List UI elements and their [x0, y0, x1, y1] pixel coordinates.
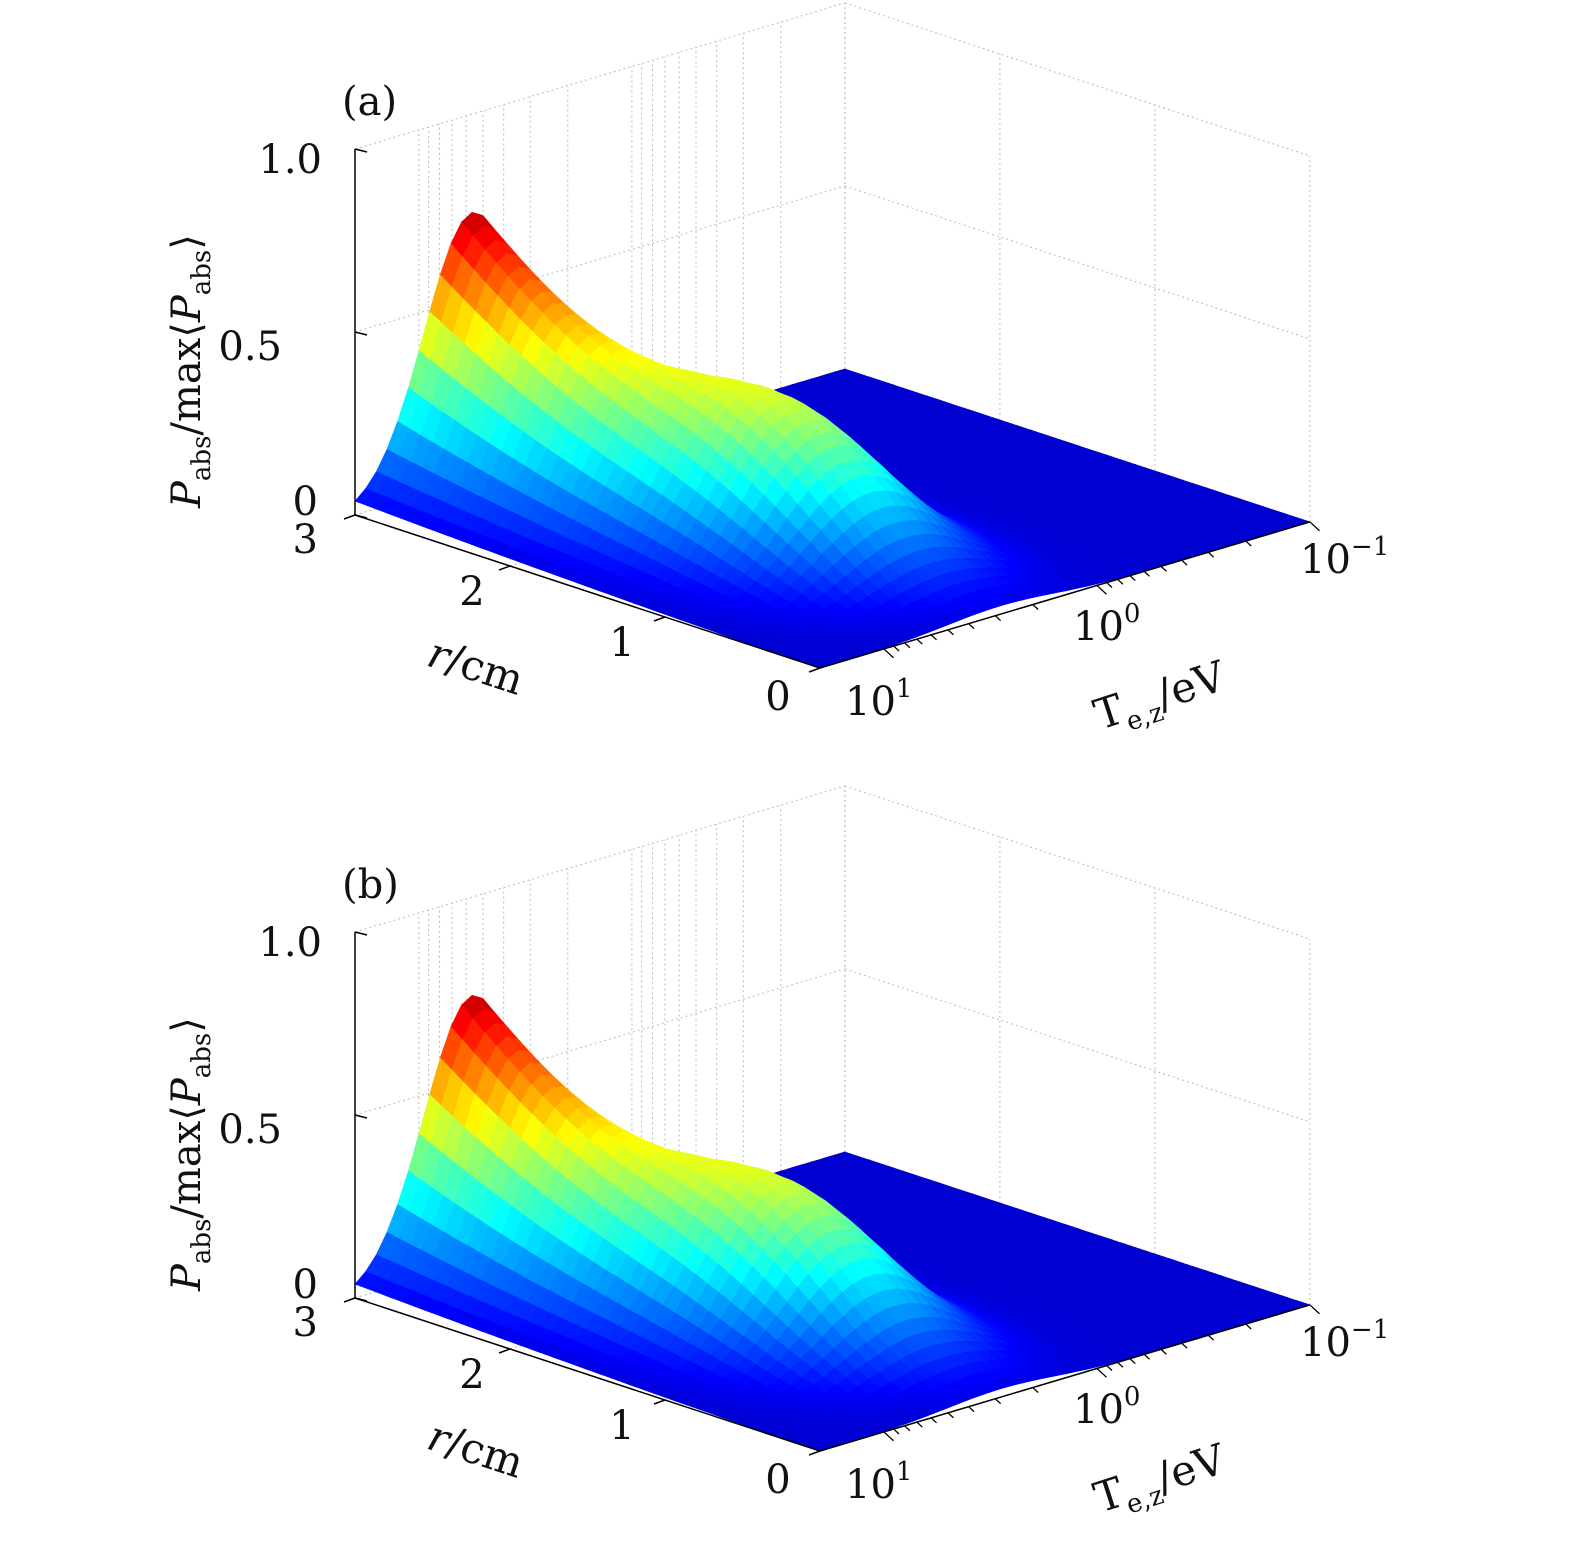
grid-line	[844, 185, 1311, 340]
t-tick	[1309, 1304, 1320, 1315]
r-tick-label: 1	[609, 620, 634, 666]
z-tick	[354, 514, 368, 519]
t-tick	[916, 1421, 923, 1428]
t-tick	[1032, 604, 1039, 610]
t-tick	[1106, 582, 1113, 588]
t-tick-label: 101	[845, 674, 912, 725]
t-tick-label: 100	[1073, 599, 1140, 650]
z-tick-label: 0.5	[218, 324, 282, 370]
t-tick	[1143, 1353, 1150, 1360]
plot-canvas-a: (a) 0.5 1.0 0 3 2 1 0 101 100 10−1 Pabs/…	[164, 2, 1389, 746]
t-tick	[1207, 1334, 1215, 1341]
panel-label: (a)	[342, 79, 397, 125]
r-tick-label: 0	[765, 1457, 790, 1503]
t-tick	[1309, 521, 1320, 532]
grid-line	[354, 785, 846, 933]
t-tick	[1129, 1358, 1136, 1365]
t-tick-label: 10−1	[1300, 1315, 1389, 1366]
t-tick	[1160, 565, 1167, 572]
r-tick-label: 1	[609, 1403, 634, 1449]
t-tick	[1117, 1361, 1124, 1368]
t-tick	[893, 1428, 900, 1435]
axes	[343, 148, 1320, 673]
axes	[343, 931, 1320, 1456]
t-tick	[1096, 584, 1107, 595]
r-tick	[808, 1450, 821, 1456]
t-axis-label: Te,z/eV	[1088, 651, 1234, 746]
t-tick	[968, 623, 975, 630]
r-tick-label: 3	[293, 1300, 318, 1346]
r-tick	[808, 667, 821, 673]
t-tick	[1207, 551, 1215, 558]
z-tick-label: 0.5	[218, 1107, 282, 1153]
z-tick-label: 0	[293, 1262, 318, 1308]
r-tick	[343, 514, 356, 520]
grid-line	[844, 785, 1311, 940]
t-tick-label: 10−1	[1300, 532, 1389, 583]
t-tick	[994, 1398, 1002, 1405]
t-tick	[947, 1412, 954, 1419]
r-tick	[498, 565, 511, 571]
r-axis-label: r/cm	[422, 628, 530, 705]
t-tick	[883, 1431, 894, 1442]
z-tick	[354, 931, 368, 936]
t-tick	[1181, 559, 1188, 566]
z-tick-label: 1.0	[258, 920, 322, 966]
surface	[354, 994, 1311, 1452]
t-axis-label: Te,z/eV	[1088, 1434, 1234, 1529]
t-tick	[1129, 575, 1136, 582]
grid-line	[844, 2, 1311, 157]
z-axis-label: Pabs/max⟨Pabs⟩	[164, 234, 217, 509]
t-tick	[904, 642, 911, 649]
grid-line	[354, 2, 846, 150]
r-axis-label: r/cm	[422, 1411, 530, 1488]
surface-plot-a: (a) 0.5 1.0 0 3 2 1 0 101 100 10−1 Pabs/…	[0, 0, 1575, 780]
r-tick-label: 2	[459, 1352, 484, 1398]
t-tick	[1106, 1365, 1113, 1371]
r-tick-label: 0	[765, 674, 790, 720]
surface	[354, 211, 1311, 669]
t-tick	[1143, 570, 1150, 577]
t-tick	[893, 645, 900, 652]
t-tick	[994, 615, 1002, 622]
t-tick	[1245, 1323, 1252, 1330]
t-tick	[1160, 1348, 1167, 1355]
panel-label: (b)	[342, 862, 399, 908]
t-tick	[1117, 578, 1124, 585]
t-tick	[947, 629, 954, 636]
z-tick-label: 0	[293, 479, 318, 525]
t-axis-line	[819, 1304, 1311, 1452]
surface-plot-b: (b) 0.5 1.0 0 3 2 1 0 101 100 10−1 Pabs/…	[0, 783, 1575, 1563]
t-tick	[1096, 1367, 1107, 1378]
r-tick	[498, 1348, 511, 1354]
t-tick	[968, 1406, 975, 1413]
z-tick	[354, 148, 368, 153]
r-tick	[343, 1297, 356, 1303]
t-tick	[904, 1425, 911, 1432]
t-tick	[930, 634, 937, 641]
z-tick	[354, 1297, 368, 1302]
r-tick	[653, 616, 666, 622]
r-tick	[653, 1399, 666, 1405]
plot-canvas-b: (b) 0.5 1.0 0 3 2 1 0 101 100 10−1 Pabs/…	[164, 785, 1389, 1529]
r-axis-line	[354, 514, 821, 669]
z-tick-label: 1.0	[258, 137, 322, 183]
t-tick	[916, 638, 923, 645]
t-tick	[1245, 540, 1252, 547]
t-tick-label: 101	[845, 1457, 912, 1508]
t-tick	[883, 648, 894, 659]
z-tick	[354, 331, 368, 336]
grid-line	[844, 968, 1311, 1123]
t-tick	[930, 1417, 937, 1424]
t-axis-line	[819, 521, 1311, 669]
t-tick	[1032, 1387, 1039, 1393]
r-axis-line	[354, 1297, 821, 1452]
r-tick-label: 3	[293, 517, 318, 563]
r-tick-label: 2	[459, 569, 484, 615]
t-tick-label: 100	[1073, 1382, 1140, 1433]
z-axis-label: Pabs/max⟨Pabs⟩	[164, 1017, 217, 1292]
z-tick	[354, 1114, 368, 1119]
t-tick	[1181, 1342, 1188, 1349]
